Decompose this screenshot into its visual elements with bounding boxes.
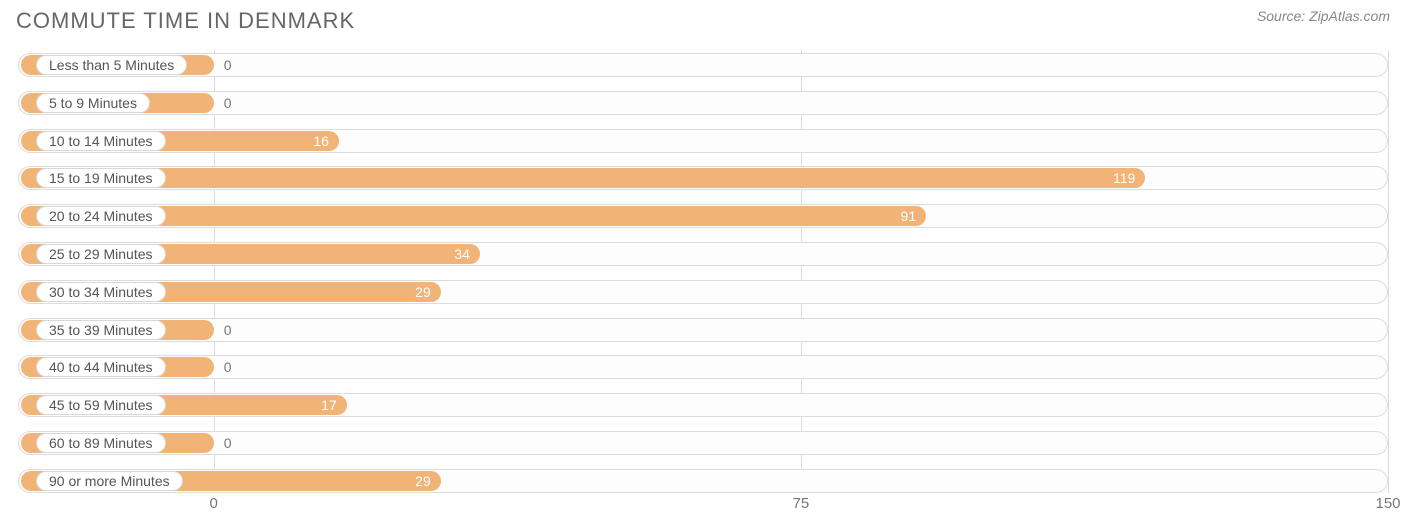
x-tick-label: 150 (1375, 495, 1400, 512)
bar-row: 90 or more Minutes 29 (18, 466, 1388, 496)
value-label: 17 (321, 390, 337, 420)
x-tick-label: 75 (793, 495, 810, 512)
value-label: 119 (1113, 163, 1135, 193)
bar-row: Less than 5 Minutes 0 (18, 50, 1388, 80)
value-label: 91 (901, 201, 917, 231)
bar-row: 15 to 19 Minutes 119 (18, 163, 1388, 193)
bar-row: 60 to 89 Minutes 0 (18, 428, 1388, 458)
bar-row: 25 to 29 Minutes 34 (18, 239, 1388, 269)
bar-fill (21, 168, 1145, 188)
value-label: 29 (415, 277, 431, 307)
category-label: Less than 5 Minutes (36, 55, 187, 75)
bar-row: 40 to 44 Minutes 0 (18, 352, 1388, 382)
value-label: 29 (415, 466, 431, 496)
bar-row: 5 to 9 Minutes 0 (18, 88, 1388, 118)
category-label: 90 or more Minutes (36, 471, 183, 491)
category-label: 25 to 29 Minutes (36, 244, 166, 264)
category-label: 35 to 39 Minutes (36, 320, 166, 340)
bar-row: 45 to 59 Minutes 17 (18, 390, 1388, 420)
value-label: 0 (224, 50, 232, 80)
value-label: 0 (224, 315, 232, 345)
value-label: 34 (454, 239, 470, 269)
bar-row: 35 to 39 Minutes 0 (18, 315, 1388, 345)
category-label: 40 to 44 Minutes (36, 357, 166, 377)
gridline (1388, 50, 1389, 493)
category-label: 15 to 19 Minutes (36, 168, 166, 188)
bar-row: 10 to 14 Minutes 16 (18, 126, 1388, 156)
value-label: 0 (224, 428, 232, 458)
source-prefix: Source: (1257, 8, 1309, 24)
chart-header: COMMUTE TIME IN DENMARK Source: ZipAtlas… (0, 0, 1406, 38)
category-label: 20 to 24 Minutes (36, 206, 166, 226)
value-label: 0 (224, 352, 232, 382)
source-name: ZipAtlas.com (1309, 8, 1390, 24)
category-label: 60 to 89 Minutes (36, 433, 166, 453)
value-label: 16 (313, 126, 329, 156)
chart-plot-area: Less than 5 Minutes 0 5 to 9 Minutes 0 10 to… (18, 50, 1388, 493)
category-label: 30 to 34 Minutes (36, 282, 166, 302)
category-label: 45 to 59 Minutes (36, 395, 166, 415)
category-label: 10 to 14 Minutes (36, 131, 166, 151)
value-label: 0 (224, 88, 232, 118)
x-tick-label: 0 (210, 495, 218, 512)
category-label: 5 to 9 Minutes (36, 93, 150, 113)
chart-title: COMMUTE TIME IN DENMARK (16, 8, 355, 34)
bar-row: 20 to 24 Minutes 91 (18, 201, 1388, 231)
chart-x-axis: 075150 (18, 495, 1388, 517)
bar-row: 30 to 34 Minutes 29 (18, 277, 1388, 307)
chart-source: Source: ZipAtlas.com (1257, 8, 1390, 24)
